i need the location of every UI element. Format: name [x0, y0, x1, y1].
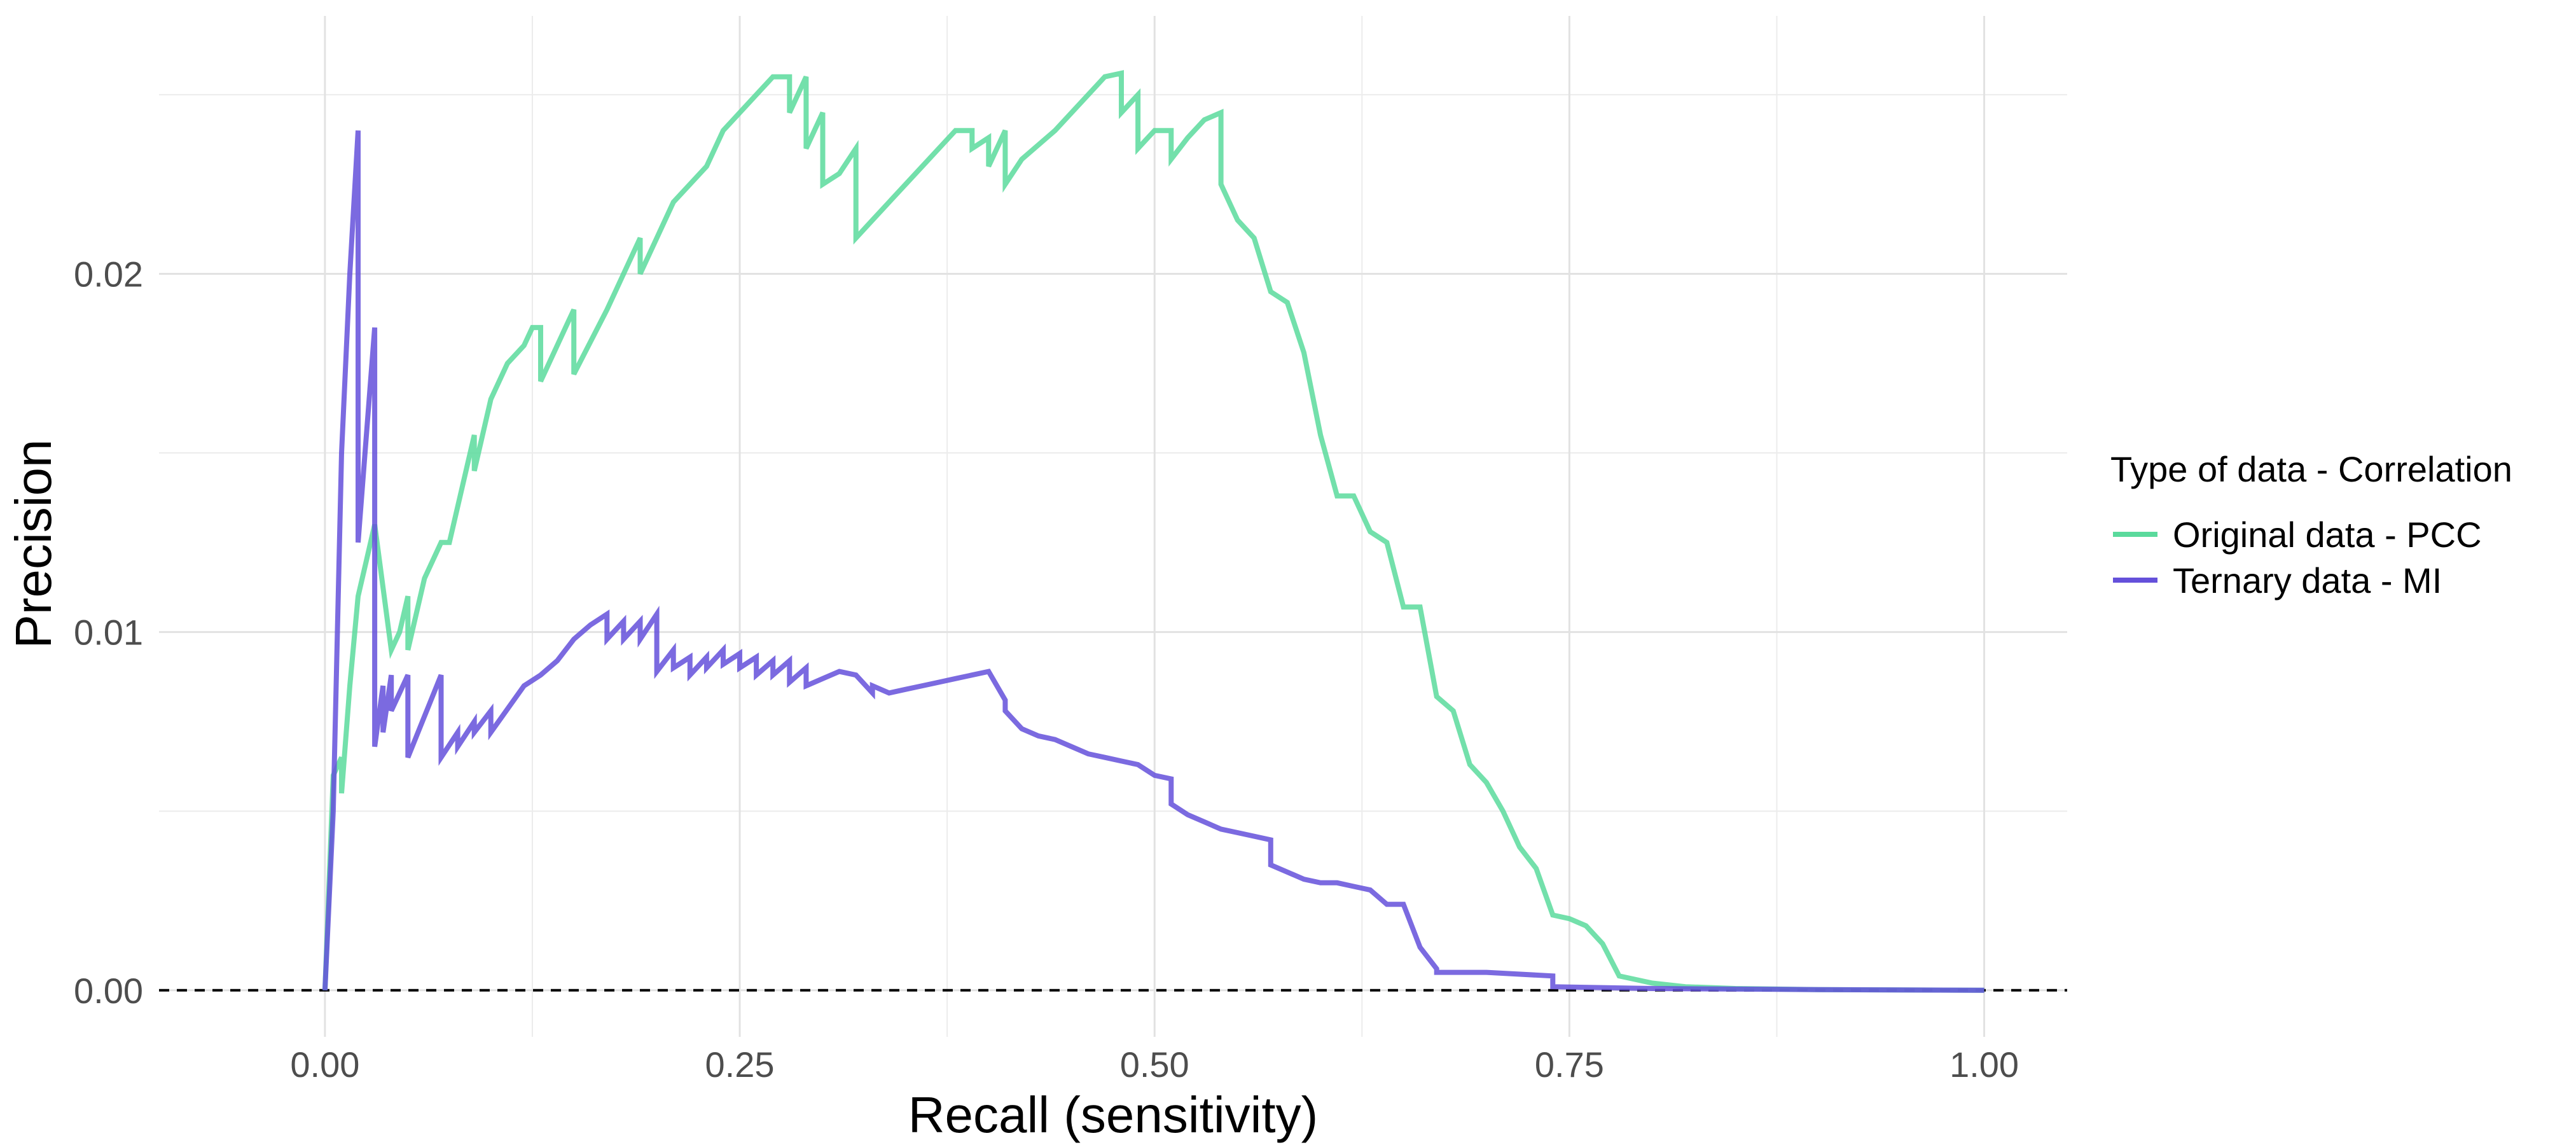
x-tick-label: 0.50 — [1120, 1044, 1189, 1085]
x-tick-label: 0.25 — [705, 1044, 775, 1085]
y-tick-labels: 0.00 0.01 0.02 — [74, 254, 143, 1010]
y-tick-label: 0.00 — [74, 971, 143, 1011]
series-layer — [322, 70, 1984, 993]
legend-title: Type of data - Correlation — [2110, 449, 2512, 489]
series-line-2 — [322, 130, 1984, 993]
legend-label-2: Ternary data - MI — [2173, 560, 2442, 600]
y-tick-label: 0.02 — [74, 254, 143, 294]
y-tick-label: 0.01 — [74, 613, 143, 653]
series-line-1 — [322, 70, 1984, 993]
x-axis-title: Recall (sensitivity) — [908, 1086, 1319, 1143]
x-tick-label: 0.75 — [1535, 1044, 1604, 1085]
y-axis-title: Precision — [5, 439, 62, 648]
legend-items: Original data - PCC Ternary data - MI — [2113, 515, 2482, 600]
grid-minor — [159, 16, 2067, 1037]
x-tick-label: 0.00 — [290, 1044, 359, 1085]
legend-label-1: Original data - PCC — [2173, 515, 2482, 555]
grid-major — [159, 16, 2067, 1037]
x-tick-label: 1.00 — [1949, 1044, 2019, 1085]
x-tick-labels: 0.00 0.25 0.50 0.75 1.00 — [290, 1044, 2019, 1085]
legend: Type of data - Correlation Original data… — [2110, 449, 2512, 600]
